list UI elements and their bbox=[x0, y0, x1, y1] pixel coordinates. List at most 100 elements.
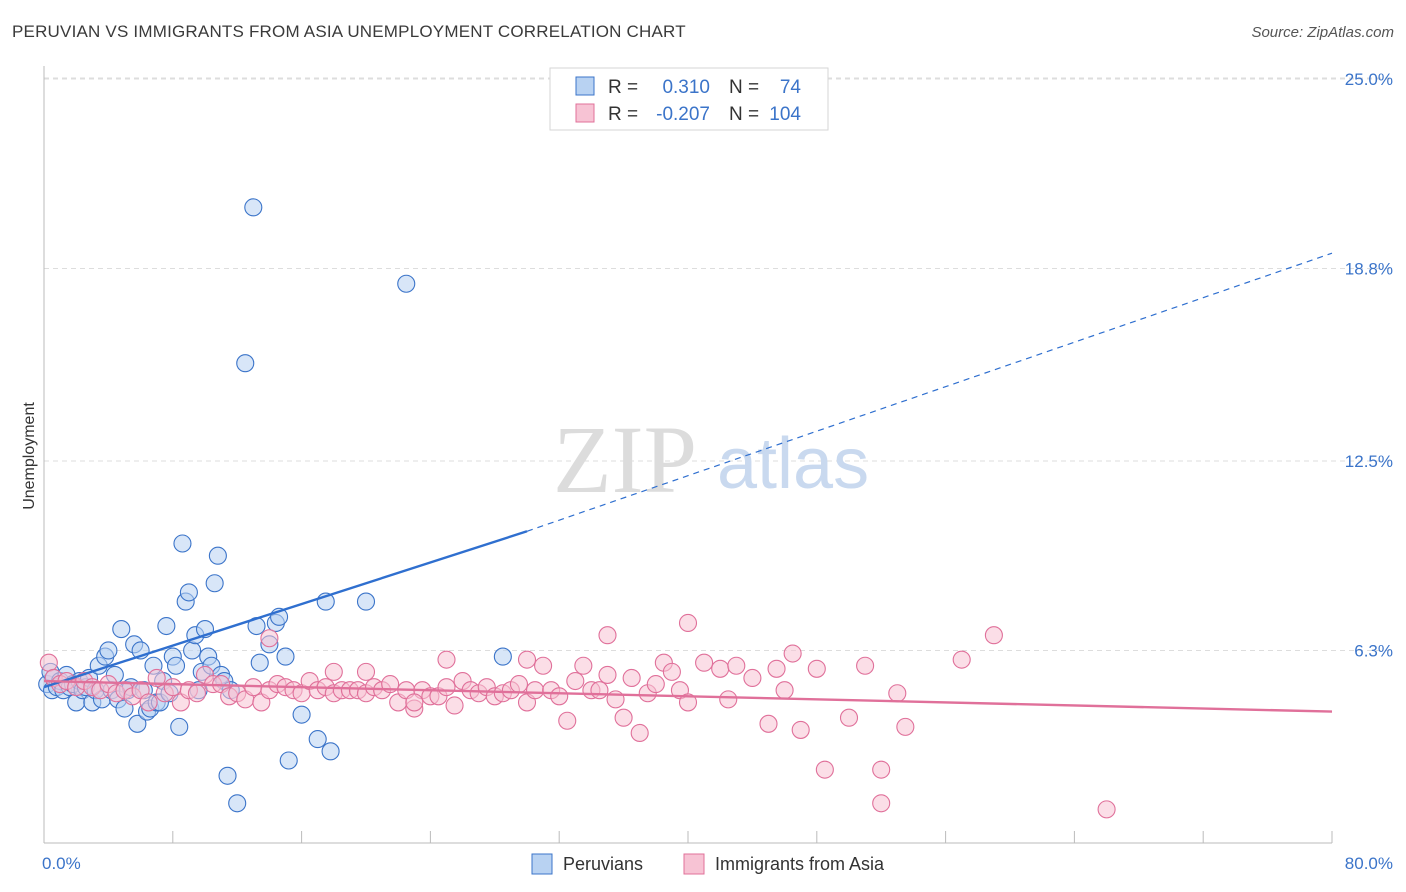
data-point-peruvians bbox=[493, 647, 512, 666]
data-point-immigrants bbox=[896, 717, 915, 736]
data-point-immigrants bbox=[743, 668, 762, 688]
legend-swatch-pink bbox=[575, 103, 595, 123]
bottom-legend-label-peruvians: Peruvians bbox=[563, 854, 643, 874]
data-point-peruvians bbox=[183, 641, 202, 660]
data-point-immigrants bbox=[815, 760, 834, 779]
y-tick-labels: 6.3% 12.5% 18.8% 25.0% bbox=[1345, 70, 1393, 660]
data-point-peruvians bbox=[276, 647, 295, 666]
data-point-immigrants bbox=[1097, 800, 1116, 819]
watermark-zip: ZIP bbox=[553, 406, 697, 513]
data-point-peruvians bbox=[112, 620, 131, 639]
x-tick-label-min: 0.0% bbox=[42, 854, 81, 873]
data-point-peruvians bbox=[236, 354, 255, 373]
legend-r-value-1: 0.310 bbox=[662, 77, 710, 98]
data-point-peruvians bbox=[179, 583, 198, 602]
series-legend: Peruvians Immigrants from Asia bbox=[531, 853, 885, 875]
trend-lines bbox=[43, 252, 1333, 713]
data-point-immigrants bbox=[622, 668, 641, 688]
data-point-peruvians bbox=[308, 730, 327, 749]
data-point-peruvians bbox=[250, 653, 269, 672]
x-tick-label-max: 80.0% bbox=[1345, 854, 1393, 873]
data-point-immigrants bbox=[984, 626, 1003, 645]
y-axis-title: Unemployment bbox=[21, 402, 38, 510]
axes bbox=[43, 66, 1333, 844]
watermark-atlas: atlas bbox=[717, 424, 869, 504]
data-point-immigrants bbox=[678, 693, 698, 712]
data-point-immigrants bbox=[566, 671, 585, 691]
data-point-immigrants bbox=[598, 626, 617, 645]
trend-line-immigrants bbox=[43, 679, 1333, 713]
data-point-immigrants bbox=[509, 675, 529, 694]
data-point-immigrants bbox=[525, 681, 545, 700]
chart-title: PERUVIAN VS IMMIGRANTS FROM ASIA UNEMPLO… bbox=[12, 22, 686, 41]
data-point-immigrants bbox=[590, 681, 609, 700]
data-point-peruvians bbox=[244, 198, 263, 217]
data-point-immigrants bbox=[783, 644, 802, 663]
data-point-peruvians bbox=[397, 274, 416, 293]
data-point-peruvians bbox=[205, 574, 224, 593]
data-point-immigrants bbox=[147, 668, 166, 688]
data-point-immigrants bbox=[767, 659, 786, 678]
data-point-immigrants bbox=[139, 693, 158, 712]
legend-r-label-1: R = bbox=[608, 77, 638, 98]
data-point-immigrants bbox=[888, 684, 907, 703]
data-point-immigrants bbox=[719, 690, 738, 709]
y-tick-label: 25.0% bbox=[1345, 70, 1393, 89]
data-point-immigrants bbox=[678, 613, 698, 633]
data-point-peruvians bbox=[218, 766, 237, 785]
legend-n-label-1: N = bbox=[729, 77, 759, 98]
data-point-immigrants bbox=[534, 656, 553, 675]
data-point-peruvians bbox=[157, 616, 176, 636]
legend-n-value-2: 104 bbox=[769, 104, 801, 125]
data-point-peruvians bbox=[99, 641, 118, 660]
data-point-immigrants bbox=[39, 653, 58, 672]
x-tick-labels: 0.0% 80.0% bbox=[42, 854, 1393, 873]
data-point-peruvians bbox=[128, 714, 147, 733]
data-point-immigrants bbox=[646, 675, 665, 694]
data-point-immigrants bbox=[662, 662, 681, 681]
data-point-immigrants bbox=[437, 650, 456, 669]
y-tick-label: 12.5% bbox=[1345, 452, 1393, 471]
data-point-immigrants bbox=[260, 629, 279, 648]
data-point-immigrants bbox=[856, 656, 875, 675]
data-point-immigrants bbox=[775, 681, 794, 700]
data-point-immigrants bbox=[630, 723, 649, 743]
legend-box bbox=[549, 67, 829, 131]
data-point-immigrants bbox=[187, 684, 206, 703]
data-point-immigrants bbox=[872, 794, 891, 813]
data-point-peruvians bbox=[170, 717, 189, 736]
data-point-immigrants bbox=[517, 650, 537, 669]
data-point-immigrants bbox=[807, 659, 826, 678]
data-point-immigrants bbox=[695, 653, 714, 672]
data-point-immigrants bbox=[574, 656, 593, 675]
data-point-immigrants bbox=[550, 687, 569, 706]
series-peruvians bbox=[38, 198, 512, 813]
source-label: Source: ZipAtlas.com bbox=[1251, 24, 1394, 41]
data-point-immigrants bbox=[711, 659, 730, 678]
data-point-immigrants bbox=[759, 714, 778, 733]
watermark: ZIP atlas bbox=[553, 406, 869, 513]
data-point-immigrants bbox=[437, 678, 456, 697]
data-point-immigrants bbox=[445, 696, 464, 715]
data-point-immigrants bbox=[952, 650, 971, 669]
data-point-immigrants bbox=[405, 693, 424, 712]
data-point-peruvians bbox=[173, 534, 192, 553]
data-point-peruvians bbox=[228, 794, 247, 813]
data-point-peruvians bbox=[208, 546, 227, 565]
bottom-legend-swatch-peruvians bbox=[531, 853, 553, 875]
data-point-peruvians bbox=[356, 592, 376, 611]
data-point-immigrants bbox=[324, 662, 343, 681]
series-immigrants-from-asia bbox=[39, 613, 1116, 819]
data-point-immigrants bbox=[163, 678, 182, 697]
bottom-legend-label-immigrants: Immigrants from Asia bbox=[715, 854, 885, 874]
trend-line-peruvians bbox=[43, 530, 528, 689]
legend-r-value-2: -0.207 bbox=[656, 104, 710, 125]
trend-line-peruvians-extension bbox=[526, 252, 1333, 532]
legend-swatch-blue bbox=[575, 76, 595, 96]
data-point-immigrants bbox=[839, 708, 859, 727]
y-tick-label: 6.3% bbox=[1354, 641, 1393, 660]
data-point-immigrants bbox=[872, 760, 891, 779]
y-tick-label: 18.8% bbox=[1345, 259, 1393, 278]
legend-n-label-2: N = bbox=[729, 104, 759, 125]
